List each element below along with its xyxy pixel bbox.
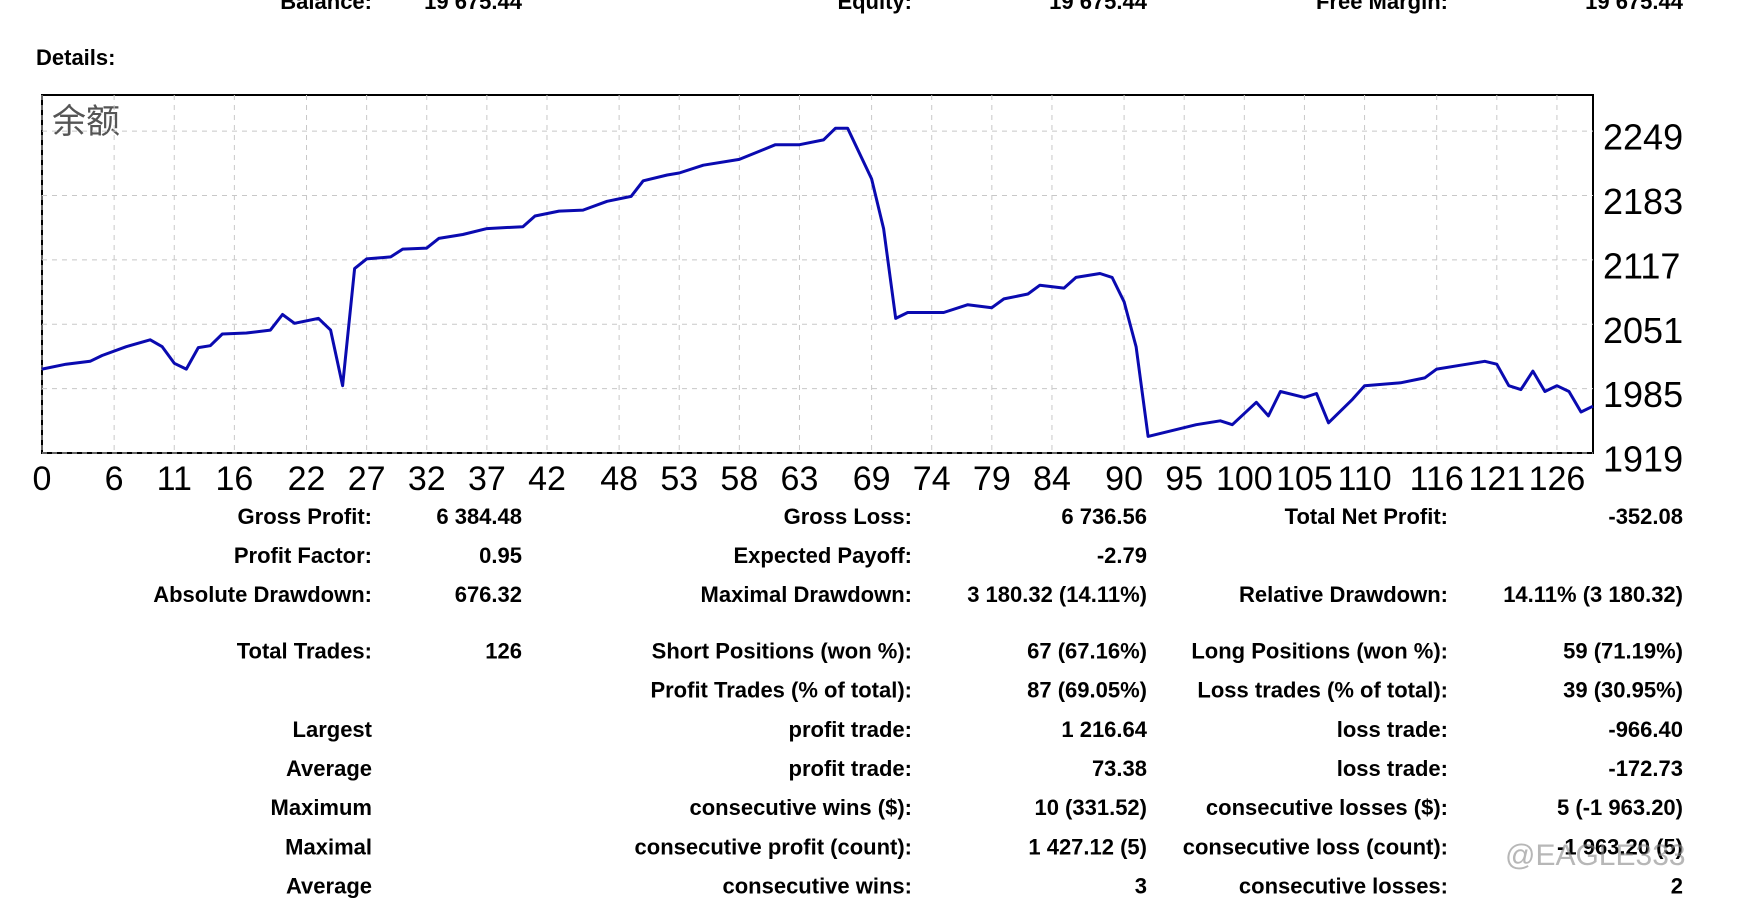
stat-label: Short Positions (won %): [652, 638, 912, 663]
x-tick-label: 11 [157, 460, 192, 498]
x-tick-label: 53 [660, 460, 698, 498]
stat-value: -2.79 [1097, 543, 1147, 568]
stat-value: 14.11% (3 180.32) [1503, 582, 1683, 607]
summary-value: 19 675.44 [424, 0, 523, 14]
x-tick-label: 32 [408, 460, 446, 498]
stat-value: 126 [485, 638, 522, 663]
x-tick-label: 6 [105, 460, 124, 498]
x-tick-label: 58 [720, 460, 758, 498]
y-tick-label: 2117 [1603, 245, 1680, 286]
stat-value: 676.32 [455, 582, 522, 607]
details-label: Details: [36, 45, 115, 70]
x-tick-label: 16 [215, 460, 253, 498]
summary-label: Equity: [837, 0, 912, 14]
stat-label: Average [286, 756, 372, 781]
x-tick-label: 121 [1468, 460, 1525, 498]
stat-value: 10 (331.52) [1034, 795, 1147, 820]
stat-label: Expected Payoff: [734, 543, 913, 568]
balance-line [41, 126, 1594, 438]
stat-value: -966.40 [1608, 717, 1683, 742]
stat-value: 6 384.48 [436, 504, 522, 529]
stat-label: Total Net Profit: [1285, 504, 1448, 529]
x-tick-label: 95 [1165, 460, 1203, 498]
watermark: @EAGLE333 [1505, 839, 1686, 872]
stat-label: Maximal [285, 834, 372, 859]
stat-label: Profit Factor: [234, 543, 372, 568]
summary-label: Balance: [280, 0, 372, 14]
x-tick-label: 74 [913, 460, 951, 498]
stat-label: profit trade: [789, 717, 912, 742]
summary-label: Free Margin: [1316, 0, 1448, 14]
x-tick-label: 126 [1529, 460, 1586, 498]
stat-label: loss trade: [1337, 756, 1448, 781]
stat-value: 73.38 [1092, 756, 1147, 781]
stat-value: 87 (69.05%) [1027, 678, 1147, 703]
stat-value: 6 736.56 [1061, 504, 1147, 529]
stat-label: Profit Trades (% of total): [650, 678, 912, 703]
stat-label: consecutive wins: [722, 874, 912, 899]
x-tick-label: 100 [1216, 460, 1273, 498]
stat-label: consecutive losses: [1239, 874, 1448, 899]
y-tick-label: 2183 [1603, 181, 1683, 222]
x-tick-label: 90 [1105, 460, 1143, 498]
plot-frame [41, 94, 1594, 454]
x-tick-label: 0 [33, 460, 52, 498]
stat-value: 2 [1671, 874, 1683, 899]
y-tick-label: 2051 [1603, 310, 1683, 351]
stat-label: consecutive losses ($): [1206, 795, 1448, 820]
x-tick-label: 105 [1276, 460, 1333, 498]
x-tick-label: 37 [468, 460, 506, 498]
stat-label: Maximum [271, 795, 372, 820]
x-tick-label: 69 [853, 460, 891, 498]
stat-label: Average [286, 874, 372, 899]
stat-value: -1 963.20 (5) [1557, 834, 1683, 859]
stat-label: Total Trades: [237, 638, 372, 663]
x-tick-label: 22 [288, 460, 326, 498]
stat-label: Gross Loss: [784, 504, 912, 529]
summary-value: 19 675.44 [1049, 0, 1148, 14]
stat-label: consecutive wins ($): [689, 795, 912, 820]
stat-value: 3 [1135, 874, 1147, 899]
stat-label: Absolute Drawdown: [153, 582, 372, 607]
stat-label: consecutive loss (count): [1183, 834, 1448, 859]
stat-label: Long Positions (won %): [1191, 638, 1448, 663]
x-tick-label: 42 [528, 460, 566, 498]
stat-value: 59 (71.19%) [1563, 638, 1683, 663]
stat-value: -352.08 [1608, 504, 1683, 529]
stat-label: Gross Profit: [238, 504, 372, 529]
summary-value: 19 675.44 [1585, 0, 1684, 14]
x-tick-label: 79 [973, 460, 1011, 498]
stat-label: Relative Drawdown: [1239, 582, 1448, 607]
stat-value: 39 (30.95%) [1563, 678, 1683, 703]
x-tick-label: 84 [1033, 460, 1071, 498]
stat-label: Largest [293, 717, 373, 742]
stat-value: 5 (-1 963.20) [1557, 795, 1683, 820]
stat-value: 0.95 [479, 543, 522, 568]
y-tick-label: 2249 [1603, 117, 1683, 158]
y-tick-label: 1919 [1603, 439, 1683, 480]
stat-value: 3 180.32 (14.11%) [967, 582, 1147, 607]
x-tick-label: 27 [348, 460, 386, 498]
chart-title: 余额 [52, 102, 120, 142]
x-tick-label: 48 [600, 460, 638, 498]
stat-label: consecutive profit (count): [635, 834, 912, 859]
stat-value: 1 216.64 [1061, 717, 1147, 742]
stat-label: profit trade: [789, 756, 912, 781]
stat-value: -172.73 [1608, 756, 1683, 781]
x-tick-label: 63 [781, 460, 819, 498]
stat-label: Maximal Drawdown: [701, 582, 912, 607]
x-tick-label: 116 [1410, 460, 1464, 498]
y-tick-label: 1985 [1603, 374, 1683, 415]
stat-label: loss trade: [1337, 717, 1448, 742]
stat-value: 67 (67.16%) [1027, 638, 1147, 663]
stat-value: 1 427.12 (5) [1028, 834, 1147, 859]
x-tick-labels: 0 6 11 16 22 27 32 37 42 48 53 58 63 69 74 79 84 90 95 100 1… [33, 460, 1586, 498]
x-tick-label: 110 [1337, 460, 1391, 498]
stat-label: Loss trades (% of total): [1197, 678, 1448, 703]
